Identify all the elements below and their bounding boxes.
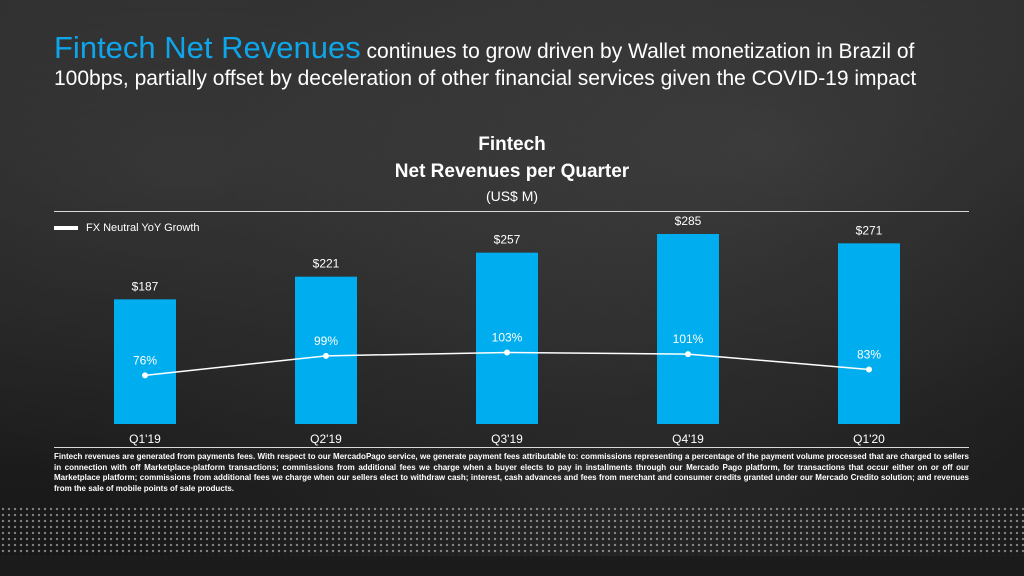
x-tick-label: Q3'19	[491, 432, 523, 446]
top-divider	[54, 211, 969, 212]
bar	[114, 299, 176, 424]
bar	[295, 276, 357, 424]
growth-point	[504, 349, 510, 356]
growth-point	[323, 352, 329, 359]
legend: FX Neutral YoY Growth	[54, 222, 200, 234]
x-tick-label: Q4'19	[672, 432, 704, 446]
bottom-band	[0, 556, 1024, 576]
growth-point	[685, 351, 691, 358]
growth-label: 83%	[857, 347, 881, 361]
chart-title-line1: Fintech	[478, 134, 546, 155]
growth-point	[142, 372, 148, 379]
headline-accent: Fintech Net Revenues	[54, 30, 361, 65]
dot-pattern	[0, 506, 1024, 556]
bar-value-label: $257	[494, 233, 521, 247]
bar-value-label: $285	[675, 214, 702, 228]
bar-value-label: $187	[132, 279, 159, 293]
bar-value-label: $221	[313, 257, 340, 271]
bottom-divider	[54, 447, 969, 448]
bar	[657, 234, 719, 424]
bar	[838, 243, 900, 424]
legend-line-swatch	[54, 226, 78, 230]
x-tick-label: Q1'19	[129, 432, 161, 446]
growth-label: 101%	[673, 332, 704, 346]
chart-subtitle: (US$ M)	[485, 188, 539, 204]
footnote: Fintech revenues are generated from paym…	[54, 452, 969, 493]
growth-label: 99%	[314, 334, 338, 348]
bar-value-label: $271	[856, 223, 883, 237]
growth-point	[866, 366, 872, 373]
x-tick-label: Q1'20	[853, 432, 885, 446]
headline-rest: continues to grow driven by Wallet monet…	[54, 40, 917, 90]
growth-label: 103%	[492, 330, 523, 344]
legend-label: FX Neutral YoY Growth	[86, 222, 200, 234]
headline: Fintech Net Revenues continues to grow d…	[54, 32, 934, 92]
growth-label: 76%	[133, 353, 157, 367]
chart-title-line2: Net Revenues per Quarter	[394, 161, 630, 182]
bar	[476, 252, 538, 424]
x-tick-label: Q2'19	[310, 432, 342, 446]
